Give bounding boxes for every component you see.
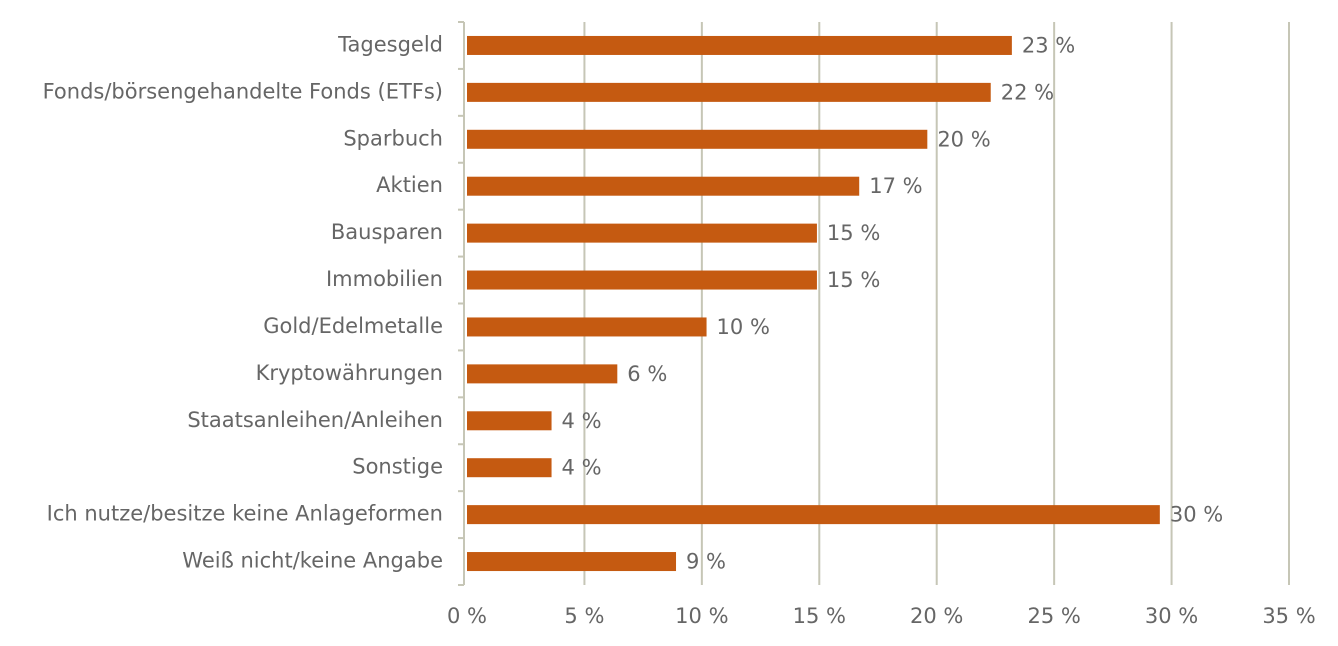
value-label: 23 % <box>1022 33 1075 57</box>
y-tick-label: Sonstige <box>352 455 443 479</box>
bar <box>467 364 618 384</box>
x-tick-label: 30 % <box>1145 604 1198 628</box>
value-label: 4 % <box>562 409 602 433</box>
y-tick-label: Tagesgeld <box>337 32 443 56</box>
bar <box>467 82 991 102</box>
bar <box>467 35 1012 55</box>
x-tick-label: 5 % <box>564 604 604 628</box>
y-tick-label: Aktien <box>376 173 443 197</box>
bar <box>467 270 817 290</box>
y-tick-label: Gold/Edelmetalle <box>263 314 443 338</box>
x-tick-label: 25 % <box>1027 604 1080 628</box>
value-label: 22 % <box>1001 80 1054 104</box>
value-label: 6 % <box>627 362 667 386</box>
value-label: 10 % <box>717 315 770 339</box>
value-label: 30 % <box>1170 503 1223 527</box>
bar <box>467 505 1160 525</box>
bar <box>467 223 817 243</box>
y-tick-label: Immobilien <box>326 267 443 291</box>
bar <box>467 458 552 478</box>
y-tick-label: Bausparen <box>331 220 443 244</box>
value-label: 4 % <box>562 456 602 480</box>
bar <box>467 129 928 149</box>
bar <box>467 176 860 196</box>
y-tick-label: Weiß nicht/keine Angabe <box>182 549 443 573</box>
y-tick-label: Ich nutze/besitze keine Anlageformen <box>47 502 443 526</box>
y-tick-label: Sparbuch <box>343 126 443 150</box>
value-label: 9 % <box>686 550 726 574</box>
value-label: 15 % <box>827 221 880 245</box>
x-tick-label: 15 % <box>793 604 846 628</box>
y-tick-label: Fonds/börsengehandelte Fonds (ETFs) <box>43 79 443 103</box>
y-tick-label: Staatsanleihen/Anleihen <box>187 408 443 432</box>
value-label: 15 % <box>827 268 880 292</box>
value-label: 20 % <box>937 127 990 151</box>
x-tick-label: 20 % <box>910 604 963 628</box>
bar <box>467 411 552 431</box>
x-tick-label: 0 % <box>447 604 487 628</box>
bar <box>467 317 707 337</box>
x-tick-label: 10 % <box>675 604 728 628</box>
bar <box>467 552 677 572</box>
y-tick-label: Kryptowährungen <box>256 361 443 385</box>
x-tick-label: 35 % <box>1262 604 1315 628</box>
value-label: 17 % <box>869 174 922 198</box>
